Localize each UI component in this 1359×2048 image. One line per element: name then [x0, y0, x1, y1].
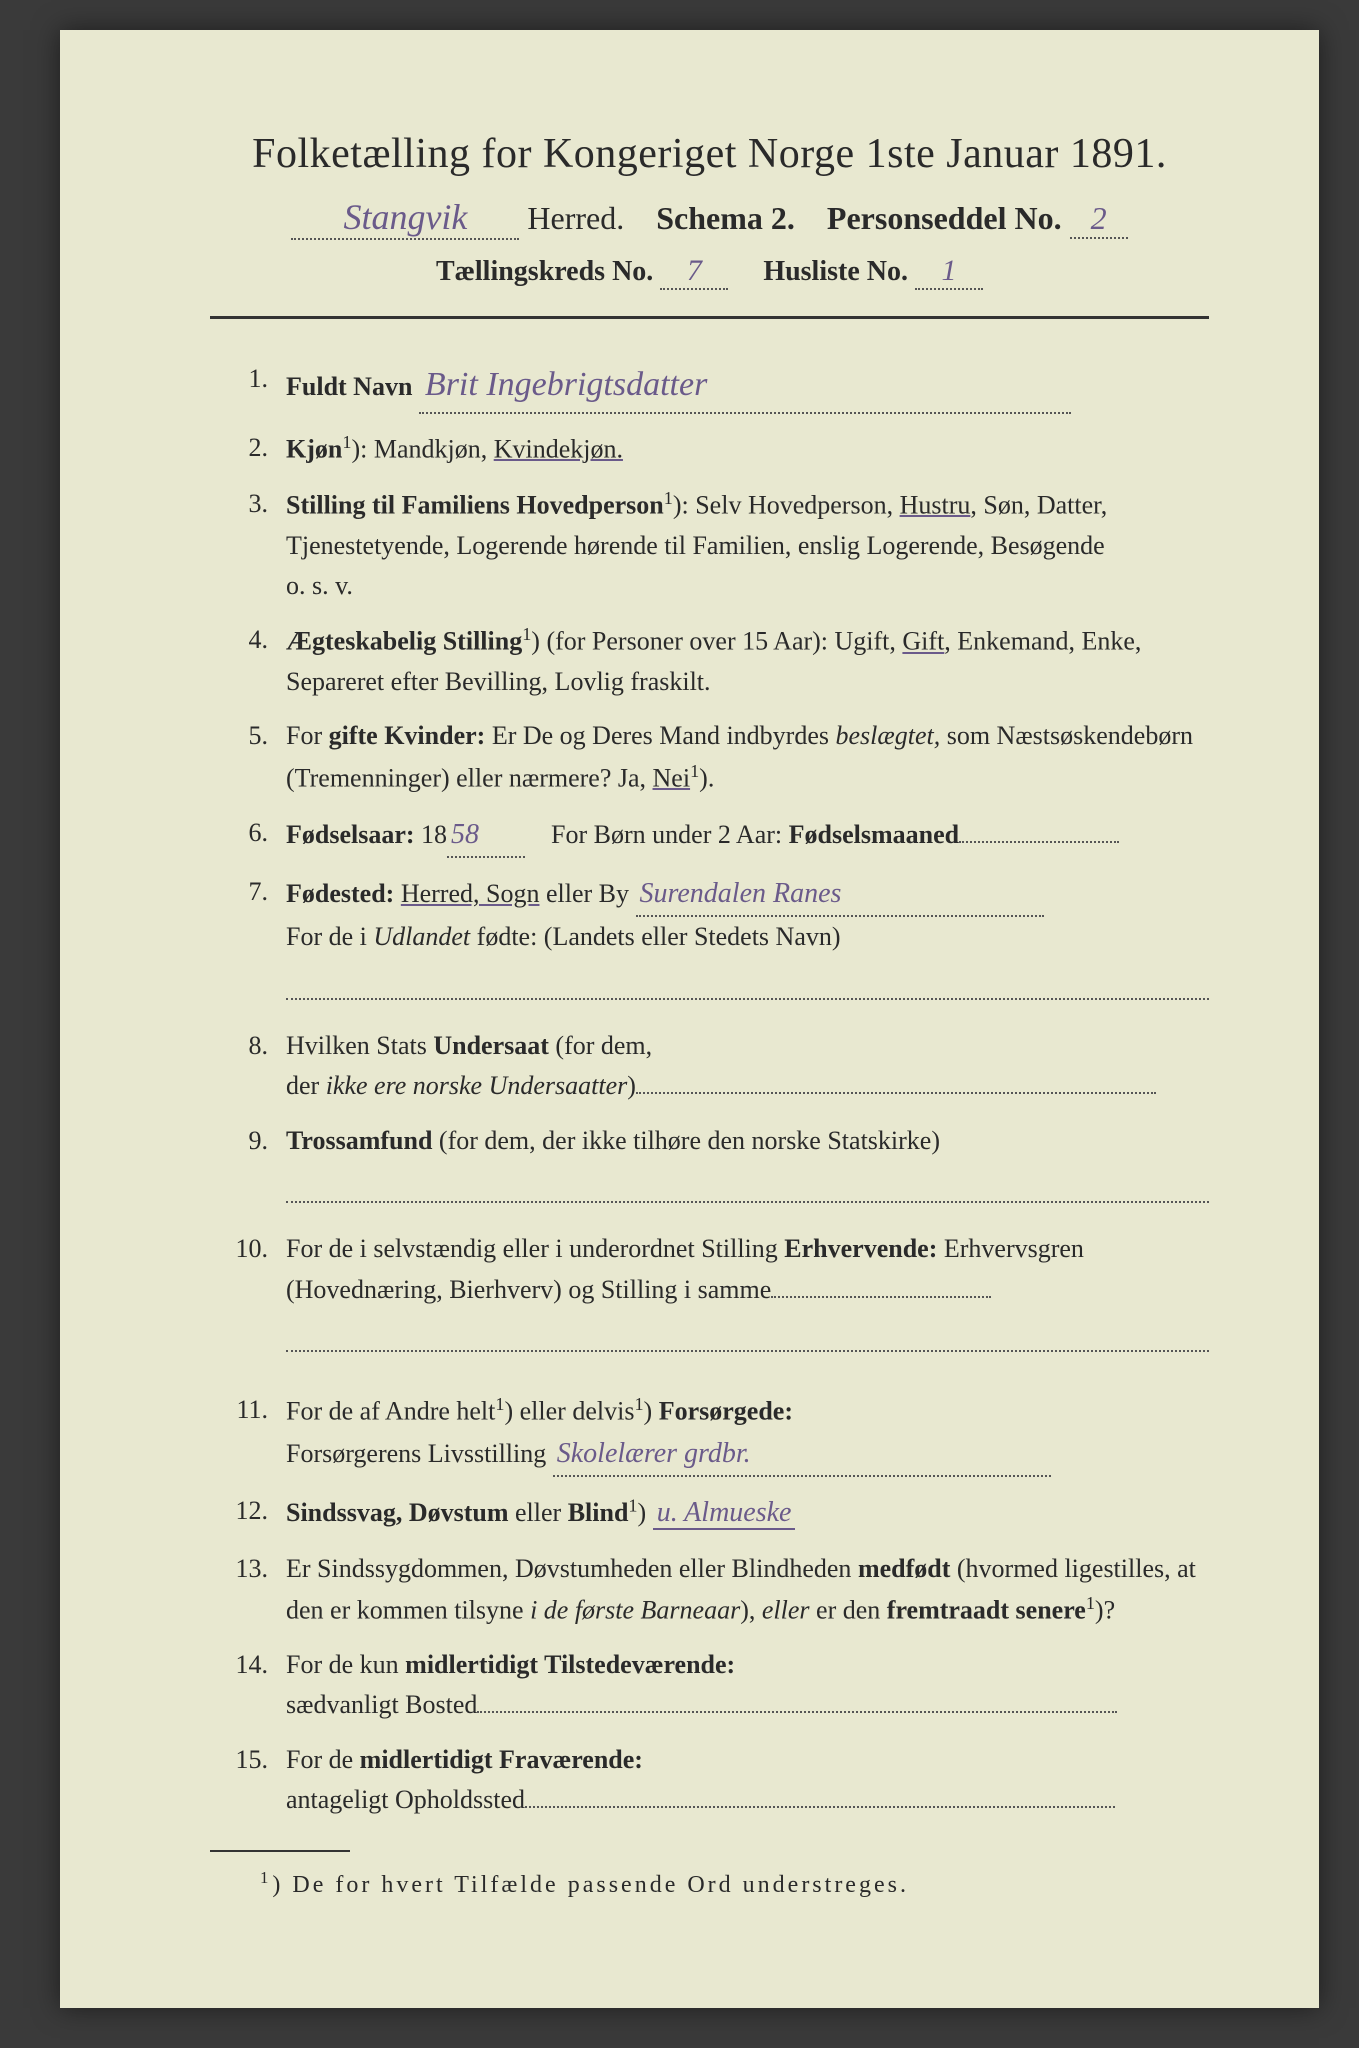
- birthyear-value: 58: [447, 813, 525, 858]
- label: Fødselsaar:: [286, 820, 415, 849]
- item-9: 9. Trossamfund (for dem, der ikke tilhør…: [210, 1121, 1209, 1216]
- hustru-underlined: Hustru: [900, 490, 971, 519]
- disability-value: u. Almueske: [653, 1497, 796, 1530]
- item-4: 4. Ægteskabelig Stilling1) (for Personer…: [210, 620, 1209, 702]
- title: Folketælling for Kongeriget Norge 1ste J…: [210, 130, 1209, 178]
- item-number: 1.: [210, 359, 286, 414]
- subtitle-line: Stangvik Herred. Schema 2. Personseddel …: [210, 196, 1209, 240]
- kreds-no: 7: [660, 254, 728, 290]
- footnote-rule: [210, 1850, 350, 1852]
- item-number: 12.: [210, 1491, 286, 1534]
- item-number: 10.: [210, 1229, 286, 1364]
- item-7: 7. Fødested: Herred, Sogn eller By Suren…: [210, 872, 1209, 1012]
- item-3: 3. Stilling til Familiens Hovedperson1):…: [210, 484, 1209, 607]
- kvindekjon-underlined: Kvindekjøn.: [494, 434, 623, 463]
- label: Kjøn: [286, 434, 342, 463]
- schema-label: Schema 2.: [656, 200, 795, 236]
- item-14: 14. For de kun midlertidigt Tilstedevære…: [210, 1645, 1209, 1726]
- citizenship-blank: [636, 1092, 1156, 1094]
- herred-label: Herred.: [527, 200, 624, 236]
- foreign-birthplace-blank: [286, 978, 1209, 1000]
- husliste-label: Husliste No.: [763, 256, 908, 287]
- item-10: 10. For de i selvstændig eller i underor…: [210, 1229, 1209, 1364]
- items-list: 1. Fuldt Navn Brit Ingebrigtsdatter 2. K…: [210, 359, 1209, 1820]
- item-2: 2. Kjøn1): Mandkjøn, Kvindekjøn.: [210, 428, 1209, 470]
- item-8: 8. Hvilken Stats Undersaat (for dem, der…: [210, 1026, 1209, 1107]
- religion-blank: [286, 1181, 1209, 1203]
- provider-occupation-value: Skolelærer grdbr.: [553, 1432, 1051, 1477]
- personseddel-label: Personseddel No.: [827, 200, 1062, 236]
- birthplace-value: Surendalen Ranes: [636, 872, 1044, 917]
- item-number: 9.: [210, 1121, 286, 1216]
- label: Fødested:: [286, 879, 394, 908]
- header-rule: [210, 316, 1209, 319]
- label: Ægteskabelig Stilling: [286, 627, 522, 656]
- kreds-label: Tællingskreds No.: [436, 256, 653, 287]
- herred-sogn-underlined: Herred, Sogn: [401, 879, 540, 908]
- document-paper: Folketælling for Kongeriget Norge 1ste J…: [60, 30, 1319, 2008]
- temp-residence-blank: [477, 1711, 1117, 1713]
- item-number: 5.: [210, 716, 286, 798]
- item-13: 13. Er Sindssygdommen, Døvstumheden elle…: [210, 1549, 1209, 1631]
- item-number: 4.: [210, 620, 286, 702]
- item-number: 11.: [210, 1390, 286, 1477]
- occupation-blank: [286, 1330, 1209, 1352]
- item-number: 7.: [210, 872, 286, 1012]
- item-number: 13.: [210, 1549, 286, 1631]
- item-number: 2.: [210, 428, 286, 470]
- label: Fuldt Navn: [286, 372, 412, 401]
- husliste-no: 1: [915, 254, 983, 290]
- page-background: Folketælling for Kongeriget Norge 1ste J…: [0, 0, 1359, 2048]
- personseddel-no: 2: [1070, 200, 1128, 239]
- birthmonth-blank: [959, 841, 1119, 843]
- gift-underlined: Gift: [902, 627, 944, 656]
- item-11: 11. For de af Andre helt1) eller delvis1…: [210, 1390, 1209, 1477]
- item-15: 15. For de midlertidigt Fraværende: anta…: [210, 1740, 1209, 1821]
- header: Folketælling for Kongeriget Norge 1ste J…: [210, 130, 1209, 290]
- third-line: Tællingskreds No. 7 Husliste No. 1: [210, 254, 1209, 290]
- item-6: 6. Fødselsaar: 1858 For Børn under 2 Aar…: [210, 813, 1209, 858]
- footnote: 1) De for hvert Tilfælde passende Ord un…: [210, 1868, 1209, 1899]
- label: Stilling til Familiens Hovedperson: [286, 490, 664, 519]
- item-number: 8.: [210, 1026, 286, 1107]
- item-number: 3.: [210, 484, 286, 607]
- item-number: 6.: [210, 813, 286, 858]
- name-value: Brit Ingebrigtsdatter: [419, 359, 1071, 414]
- herred-field: Stangvik: [291, 196, 519, 240]
- nei-underlined: Nei: [653, 763, 691, 792]
- item-12: 12. Sindssvag, Døvstum eller Blind1) u. …: [210, 1491, 1209, 1534]
- item-number: 14.: [210, 1645, 286, 1726]
- item-5: 5. For gifte Kvinder: Er De og Deres Man…: [210, 716, 1209, 798]
- item-number: 15.: [210, 1740, 286, 1821]
- item-1: 1. Fuldt Navn Brit Ingebrigtsdatter: [210, 359, 1209, 414]
- absent-location-blank: [525, 1806, 1115, 1808]
